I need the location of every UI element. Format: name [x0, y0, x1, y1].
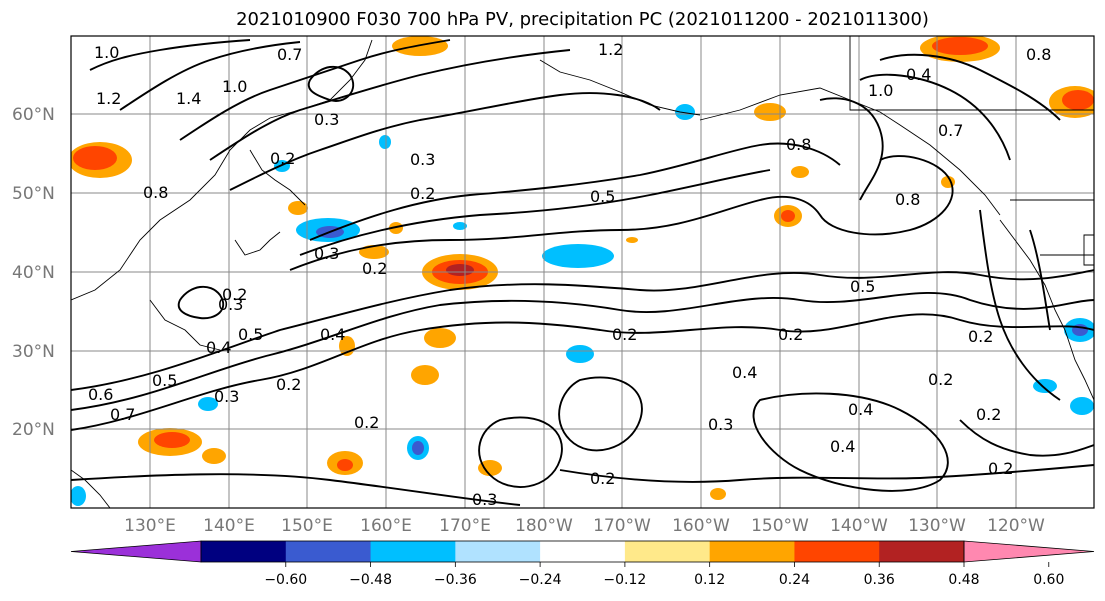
- contour-label: 0.2: [270, 149, 295, 168]
- colorbar-tick-label: 0.24: [779, 572, 810, 588]
- contour-label: 0.5: [152, 371, 177, 390]
- colorbar-segment: [709, 541, 795, 562]
- contour-label: 0.4: [906, 65, 931, 84]
- contour-label: 0.8: [1026, 45, 1051, 64]
- colorbar-tick-label: 0.12: [694, 572, 725, 588]
- contour-label: 0.2: [778, 325, 803, 344]
- longitude-labels: 130°E 140°E 150°E 160°E 170°E 180°W 170°…: [124, 516, 1045, 536]
- contour-label: 0.3: [314, 244, 339, 263]
- colorbar-outline: [200, 540, 965, 563]
- lon-label: 150°W: [751, 516, 809, 536]
- contour-label: 1.0: [868, 81, 893, 100]
- contour-label: 0.2: [590, 469, 615, 488]
- colorbar-extend-low: [70, 540, 202, 563]
- contour-label: 0.3: [472, 490, 497, 509]
- contour-label: 0.3: [708, 415, 733, 434]
- lon-label: 140°E: [203, 516, 255, 536]
- lon-label: 180°W: [515, 516, 573, 536]
- contour-label: 1.0: [94, 43, 119, 62]
- map-title: 2021010900 F030 700 hPa PV, precipitatio…: [236, 9, 929, 30]
- contour-label: 0.5: [850, 277, 875, 296]
- colorbar-tick-label: −0.48: [349, 572, 392, 588]
- colorbar-segment: [201, 541, 287, 562]
- colorbar-tick-label: −0.12: [603, 572, 646, 588]
- lat-label-30n: 30°N: [12, 342, 55, 362]
- contour-label: 0.2: [276, 375, 301, 394]
- colorbar-segment: [879, 541, 965, 562]
- contour-label: 1.2: [96, 89, 121, 108]
- contour-label: 0.4: [848, 400, 873, 419]
- colorbar-segment: [455, 541, 541, 562]
- contour-label: 0.4: [206, 338, 231, 357]
- colorbar-segment: [285, 541, 372, 562]
- contour-label: 0.2: [976, 405, 1001, 424]
- lon-label: 150°E: [281, 516, 333, 536]
- colorbar-segment: [794, 541, 880, 562]
- lon-label: 120°W: [987, 516, 1045, 536]
- graticule: [71, 36, 1094, 508]
- contour-label: 0.5: [590, 187, 615, 206]
- contour-label: 0.8: [143, 183, 168, 202]
- contour-label: 0.8: [895, 190, 920, 209]
- contour-label: 0.3: [214, 387, 239, 406]
- contour-label: 0.7: [110, 405, 135, 424]
- colorbar-tick-label: 0.60: [1033, 572, 1064, 588]
- colorbar-tick-label: 0.36: [864, 572, 895, 588]
- colorbar-tick-label: −0.36: [434, 572, 477, 588]
- colorbar-segment: [624, 541, 711, 562]
- lat-label-50n: 50°N: [12, 184, 55, 204]
- contour-label: 0.3: [314, 110, 339, 129]
- contour-label: 0.4: [732, 363, 757, 382]
- contour-label: 0.2: [362, 259, 387, 278]
- contour-label: 0.6: [88, 385, 113, 404]
- contour-label: 1.0: [222, 77, 247, 96]
- map-frame: [70, 35, 1095, 509]
- contour-label: 0.8: [786, 135, 811, 154]
- latitude-labels: 60°N 50°N 40°N 30°N 20°N: [12, 105, 55, 440]
- colorbar-segment: [540, 541, 626, 562]
- colorbar: −0.60 −0.48 −0.36 −0.24 −0.12 0.12 0.24 0.36 0.4…: [70, 540, 1095, 588]
- lat-label-40n: 40°N: [12, 263, 55, 283]
- contour-label: 1.4: [176, 89, 201, 108]
- contour-label-group: 1.0 0.7 1.2 0.8 1.4 1.0 0.3 0.3 0.2 0.5 …: [88, 40, 1051, 509]
- lon-label: 170°E: [439, 516, 491, 536]
- contour-label: 0.2: [988, 459, 1013, 478]
- lon-label: 130°E: [124, 516, 176, 536]
- contour-label: 0.5: [238, 325, 263, 344]
- pv-contours: [71, 39, 1094, 506]
- colorbar-tick-label: −0.24: [519, 572, 562, 588]
- contour-label: 0.2: [410, 184, 435, 203]
- contour-label: 0.3: [218, 295, 243, 314]
- coastlines: [71, 36, 1094, 508]
- contour-label: 0.2: [968, 327, 993, 346]
- lat-label-60n: 60°N: [12, 105, 55, 125]
- lon-label: 170°W: [593, 516, 651, 536]
- contour-label: 0.4: [830, 437, 855, 456]
- lat-label-20n: 20°N: [12, 420, 55, 440]
- contour-label: 0.2: [612, 325, 637, 344]
- precipitation-shading: [71, 36, 1094, 506]
- colorbar-tick-label: 0.48: [948, 572, 979, 588]
- contour-label: 0.7: [938, 121, 963, 140]
- contour-label: 0.2: [222, 285, 247, 304]
- lon-label: 160°W: [672, 516, 730, 536]
- contour-label: 0.4: [320, 325, 345, 344]
- colorbar-segment: [370, 541, 456, 562]
- lon-label: 130°W: [908, 516, 966, 536]
- colorbar-extend-high: [963, 540, 1095, 563]
- contour-label: 0.2: [928, 370, 953, 389]
- contour-label: 0.3: [410, 150, 435, 169]
- lon-label: 160°E: [360, 516, 412, 536]
- colorbar-tick-label: −0.60: [264, 572, 307, 588]
- contour-label: 1.2: [598, 40, 623, 59]
- contour-label: 0.2: [354, 413, 379, 432]
- lon-label: 140°W: [830, 516, 888, 536]
- contour-label: 0.7: [277, 45, 302, 64]
